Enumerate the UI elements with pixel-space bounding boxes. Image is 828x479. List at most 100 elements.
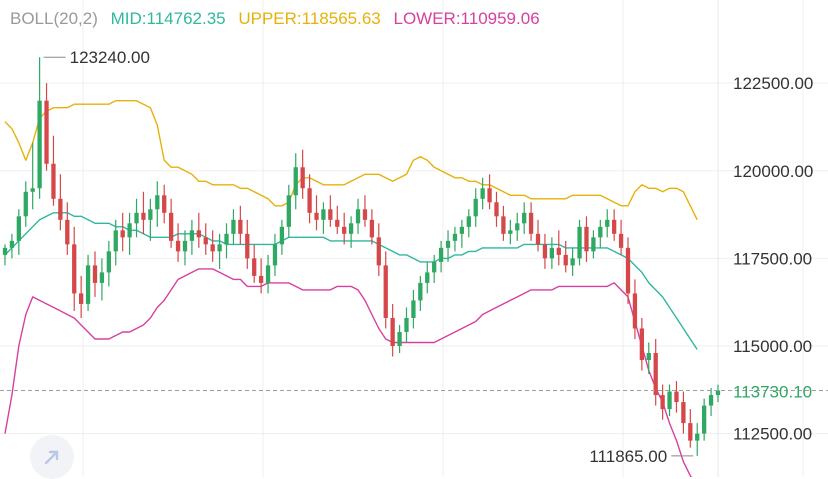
candle-body xyxy=(605,219,610,227)
candle-body xyxy=(106,251,111,273)
candle xyxy=(584,216,589,262)
candle xyxy=(328,195,333,227)
candle xyxy=(515,212,520,241)
candle xyxy=(466,209,471,238)
candle-body xyxy=(9,240,15,248)
candle xyxy=(348,216,354,248)
candle xyxy=(78,275,84,318)
candle-body xyxy=(556,247,561,255)
candle xyxy=(695,423,700,456)
candle-body xyxy=(203,237,208,245)
candle-body xyxy=(210,244,215,252)
candle xyxy=(342,212,347,245)
candle-body xyxy=(141,212,146,220)
current-price-label: 113730.10 xyxy=(733,383,812,402)
candle-body xyxy=(355,209,361,224)
candle-body xyxy=(252,258,257,276)
candle-body xyxy=(612,219,617,234)
candle-body xyxy=(272,244,278,266)
y-tick-label: 115000.00 xyxy=(733,337,812,356)
candle xyxy=(245,219,250,269)
candle xyxy=(106,240,111,287)
candle-body xyxy=(286,195,291,227)
expand-button[interactable] xyxy=(30,435,74,479)
candle-body xyxy=(245,233,250,259)
candle-body xyxy=(307,188,312,213)
candle xyxy=(217,233,222,269)
candle xyxy=(632,279,638,339)
candle xyxy=(23,181,28,227)
candle-body xyxy=(314,212,319,220)
candle-body xyxy=(542,244,548,259)
candle xyxy=(355,198,361,234)
candle xyxy=(688,409,693,448)
candle xyxy=(432,254,437,283)
candle xyxy=(660,384,665,420)
candle-body xyxy=(300,167,305,189)
candle-body xyxy=(487,188,492,203)
candle-body xyxy=(279,226,285,245)
candle xyxy=(196,212,201,248)
candle-body xyxy=(217,244,222,252)
candle-body xyxy=(432,261,437,273)
candle-body xyxy=(653,353,658,396)
candle-body xyxy=(494,202,499,217)
candle-body xyxy=(265,265,271,283)
price-markers: 113730.10 123240.00 111865.00 xyxy=(0,48,828,466)
candle xyxy=(501,205,506,241)
candle xyxy=(189,219,195,255)
candle-body xyxy=(674,391,679,403)
candle xyxy=(175,223,181,262)
candle xyxy=(224,223,229,259)
candle xyxy=(335,205,340,234)
candle xyxy=(99,258,105,301)
candle xyxy=(577,219,582,266)
candle xyxy=(92,251,98,297)
candle xyxy=(148,198,153,241)
candle xyxy=(272,233,278,276)
candle xyxy=(30,142,35,210)
candle xyxy=(542,233,548,269)
legend-mid: MID:114762.35 xyxy=(110,9,226,28)
candle-body xyxy=(30,188,35,192)
candle xyxy=(321,202,326,234)
y-tick-label: 122500.00 xyxy=(733,74,813,93)
candle-body xyxy=(342,226,347,234)
candle-body xyxy=(715,390,721,396)
candle-body xyxy=(175,240,181,252)
candle xyxy=(618,219,624,255)
candle-body xyxy=(189,230,195,241)
candle-body xyxy=(535,233,541,245)
candle xyxy=(314,195,319,231)
candle xyxy=(418,275,423,311)
candle-body xyxy=(155,195,160,210)
candle xyxy=(210,230,215,262)
candle xyxy=(411,289,416,329)
candle-body xyxy=(51,163,56,199)
candle xyxy=(674,381,679,413)
candle xyxy=(715,384,721,403)
y-axis: 122500.00 120000.00 117500.00 115000.00 1125… xyxy=(733,74,813,444)
candle xyxy=(445,230,451,262)
candle-body xyxy=(702,405,707,434)
candle-body xyxy=(390,317,395,346)
candle xyxy=(376,223,381,276)
candle-body xyxy=(708,395,714,406)
candle xyxy=(535,219,541,252)
candle xyxy=(390,303,395,357)
bollinger-bands xyxy=(4,99,698,477)
candle xyxy=(293,153,298,210)
candle xyxy=(85,254,91,311)
candle xyxy=(646,342,651,375)
candle-body xyxy=(445,240,451,248)
candle-body xyxy=(411,300,416,318)
candle-body xyxy=(23,191,28,217)
candle-body xyxy=(688,423,693,441)
candle-body xyxy=(466,216,471,227)
candle-body xyxy=(238,219,243,234)
candle xyxy=(625,237,631,304)
candle xyxy=(113,219,118,266)
candle xyxy=(612,209,617,241)
candle xyxy=(487,174,492,210)
